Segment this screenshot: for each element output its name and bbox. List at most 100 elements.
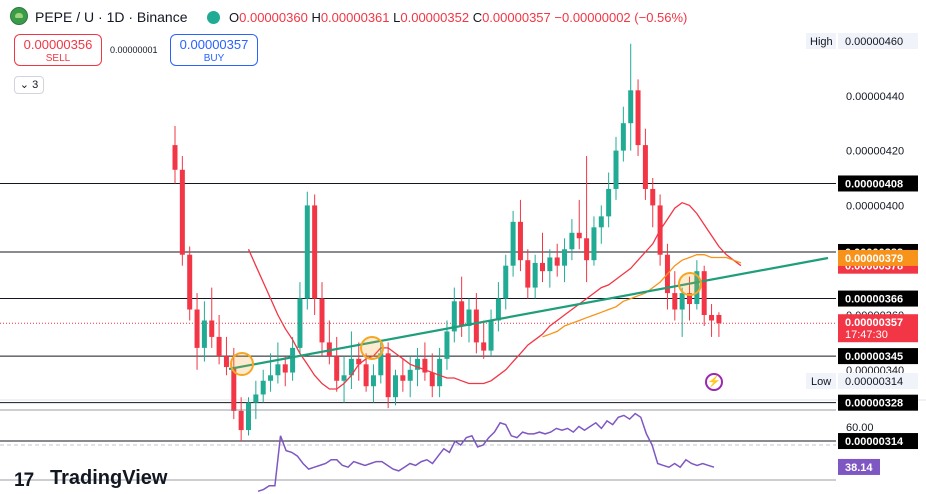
candle-body	[407, 369, 413, 381]
rsi-axis-label: 60.00	[846, 422, 874, 434]
candle-body	[576, 232, 582, 239]
price-axis-background	[836, 30, 926, 400]
candle-body	[312, 205, 318, 299]
ema-fast-line	[247, 201, 742, 390]
candle-body	[172, 145, 178, 170]
candle-body	[223, 356, 229, 368]
candle-body	[290, 347, 296, 373]
high-key: H	[311, 10, 321, 25]
change-value: −0.00000002 (−0.56%)	[554, 10, 688, 25]
candle-body	[642, 145, 648, 189]
candle-body	[598, 216, 604, 228]
candle-body	[238, 410, 244, 431]
candle-body	[187, 254, 193, 310]
candle-body	[613, 150, 619, 189]
candle-body	[488, 320, 494, 351]
candle-body	[716, 315, 722, 324]
level-price-tag	[838, 175, 918, 192]
close-key: C	[472, 10, 483, 25]
rsi-value-tag	[838, 458, 880, 475]
candle-body	[334, 356, 340, 381]
buy-label: BUY	[203, 53, 225, 64]
candle-body	[517, 221, 523, 261]
low-value-bg	[838, 373, 918, 389]
candle-body	[275, 364, 281, 376]
candle-body	[370, 375, 376, 387]
candle-body	[415, 358, 421, 370]
candle-body	[503, 265, 509, 299]
candle-body	[268, 375, 274, 381]
candle-body	[341, 375, 347, 381]
candle-body	[363, 364, 369, 387]
chevron-down-icon: ⌄	[19, 79, 30, 91]
candle-body	[348, 358, 354, 376]
candle-body	[260, 380, 266, 395]
open-key: O	[229, 10, 240, 25]
rsi-line	[257, 412, 715, 493]
symbol-title[interactable]: PEPE / U · 1D · Binance	[35, 9, 188, 25]
candle-body	[282, 364, 288, 373]
level-price-tag	[838, 348, 918, 365]
level-price-tag	[838, 290, 918, 307]
ema-slow-line	[542, 254, 742, 338]
flash-icon[interactable]: ⚡	[705, 373, 723, 391]
candle-body	[606, 188, 612, 217]
sell-button[interactable]: 0.00000356 SELL	[14, 34, 102, 66]
candle-body	[246, 402, 251, 431]
candle-body	[319, 298, 325, 343]
low-label: Low	[811, 376, 831, 388]
candle-body	[466, 309, 472, 326]
low-value: 0.00000352	[400, 10, 470, 25]
candle-body	[437, 358, 443, 387]
candle-body	[429, 372, 435, 387]
candle-body	[378, 353, 384, 376]
current-price-label: 0.00000357	[845, 317, 903, 329]
level-price-tag	[838, 394, 918, 411]
open-value: 0.00000360	[239, 10, 308, 25]
candle-body	[385, 353, 391, 398]
candle-body	[393, 375, 398, 398]
candle-body	[569, 232, 575, 250]
candle-body	[444, 331, 450, 359]
buy-button[interactable]: 0.00000357 BUY	[170, 34, 258, 66]
price-axis-label: 0.00000420	[846, 146, 904, 158]
ema-slow-price-tag	[838, 249, 918, 266]
indicators-toggle-button[interactable]: ⌄ 3	[14, 76, 44, 94]
low-key: L	[393, 10, 401, 25]
candle-body	[547, 257, 553, 272]
high-label: High	[810, 36, 833, 48]
brand-name: TradingView	[50, 467, 168, 489]
level-price-label: 0.00000408	[845, 178, 903, 190]
candle-body	[554, 257, 560, 266]
support-touch-circle	[678, 272, 702, 296]
candle-body	[694, 271, 700, 305]
candle-body	[525, 260, 531, 288]
candle-body	[253, 394, 259, 403]
level-price-label: 0.00000328	[845, 398, 903, 410]
price-axis-label: 0.00000400	[846, 200, 904, 212]
indicator-count: 3	[32, 79, 39, 91]
candle-body	[679, 293, 685, 310]
candle-body	[194, 309, 200, 348]
candle-body	[473, 309, 479, 343]
candle-body	[231, 367, 237, 411]
candle-body	[701, 271, 707, 315]
candle-body	[400, 375, 406, 381]
ema-slow-price-label: 0.00000379	[845, 253, 903, 265]
candle-body	[459, 301, 465, 326]
candle-body	[209, 320, 215, 337]
high-value: 0.00000361	[320, 10, 390, 25]
candle-body	[591, 227, 597, 261]
candle-body	[422, 358, 428, 373]
high-tag-bg	[806, 33, 836, 49]
candle-body	[326, 342, 332, 357]
spread-value: 0.00000001	[110, 45, 158, 55]
candle-body	[297, 298, 303, 348]
candle-body	[584, 238, 590, 261]
candle-body	[540, 262, 545, 272]
price-axis-label: 0.00000440	[846, 91, 904, 103]
ohlc-readout: O0.00000360 H0.00000361 L0.00000352 C0.0…	[229, 10, 687, 25]
current-price-tag	[838, 314, 918, 343]
close-value: 0.00000357	[482, 10, 551, 25]
